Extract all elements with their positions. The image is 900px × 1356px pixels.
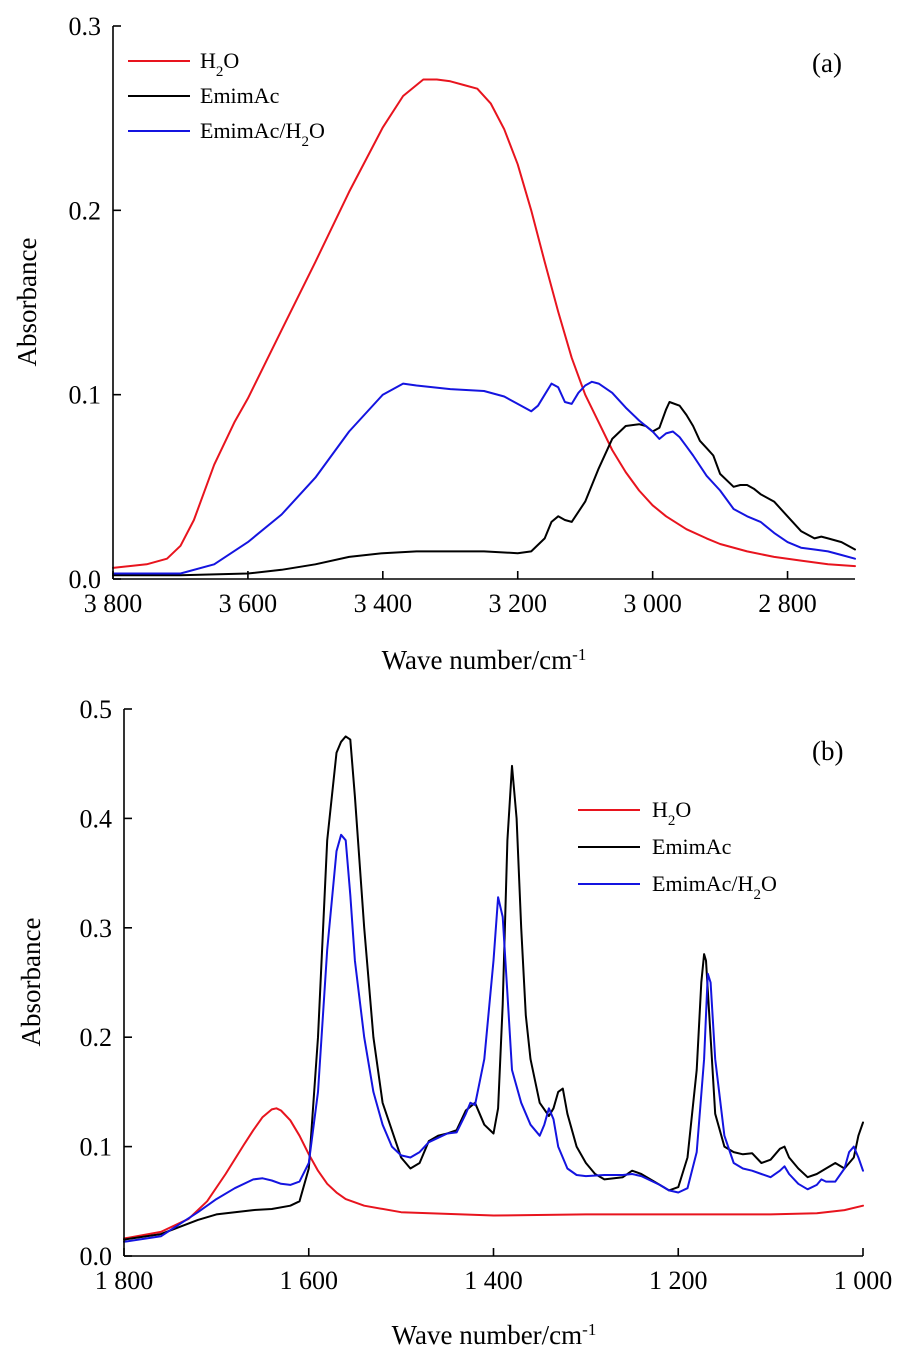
panel-a-x-tick-label: 3 400: [354, 589, 413, 618]
panel-a-ticks: 3 800 3 600 3 400 3 200 3 000 2 800 0.0 0.1 0.2 0…: [69, 12, 817, 618]
panel-a-legend: H2O EmimAc EmimAc/H2O: [128, 48, 325, 150]
panel-b-label: (b): [812, 736, 843, 766]
panel-b-y-tick-label: 0.4: [80, 804, 113, 833]
panel-b: 1 800 1 600 1 400 1 200 1 000 0.0 0.1 0.2 0.3 0.4…: [16, 695, 892, 1350]
panel-b-legend-label-emimac-h2o: EmimAc/H2O: [652, 871, 777, 903]
panel-b-x-tick-label: 1 800: [95, 1266, 154, 1295]
panel-b-y-tick-label: 0.0: [80, 1242, 113, 1271]
panel-b-ylabel: Absorbance: [16, 918, 46, 1047]
panel-a-series-emimac-h2o: [112, 380, 856, 575]
panel-a-legend-label-emimac-h2o: EmimAc/H2O: [200, 118, 325, 150]
panel-b-y-tick-label: 0.3: [80, 914, 113, 943]
panel-b-xlabel-sup: -1: [582, 1320, 596, 1339]
panel-a-x-tick-label: 3 800: [84, 589, 143, 618]
panel-a-xlabel-text: Wave number/cm: [382, 645, 573, 675]
panel-b-legend: H2O EmimAc EmimAc/H2O: [578, 797, 777, 903]
panel-a-x-tick-label: 3 000: [623, 589, 682, 618]
panel-a-xlabel-sup: -1: [572, 645, 586, 664]
panel-a-legend-label-h2o: H2O: [200, 48, 239, 80]
panel-b-y-tick-label: 0.1: [80, 1133, 113, 1162]
panel-b-x-tick-label: 1 000: [834, 1266, 893, 1295]
panel-b-x-tick-label: 1 200: [649, 1266, 708, 1295]
panel-a-ylabel: Absorbance: [12, 238, 42, 367]
panel-b-y-tick-label: 0.5: [80, 695, 113, 724]
panel-a: 3 800 3 600 3 400 3 200 3 000 2 800 0.0 0.1 0.2 0…: [12, 12, 856, 676]
panel-a-series-h2o: [112, 78, 856, 569]
panel-a-series-group: [112, 78, 856, 577]
panel-a-label: (a): [812, 48, 842, 78]
panel-b-xlabel: Wave number/cm-1: [392, 1320, 597, 1351]
panel-b-series-group: [123, 735, 864, 1243]
panel-a-axes: [112, 26, 855, 580]
panel-a-x-tick-label: 2 800: [758, 589, 817, 618]
panel-b-xlabel-text: Wave number/cm: [392, 1320, 583, 1350]
panel-a-xlabel: Wave number/cm-1: [382, 645, 587, 676]
panel-a-legend-label-emimac: EmimAc: [200, 83, 280, 108]
panel-b-y-tick-label: 0.2: [80, 1023, 113, 1052]
panel-b-x-tick-label: 1 600: [280, 1266, 339, 1295]
panel-b-legend-label-emimac: EmimAc: [652, 834, 732, 859]
panel-a-y-tick-label: 0.3: [69, 12, 102, 41]
panel-b-x-tick-label: 1 400: [464, 1266, 523, 1295]
panel-b-legend-label-h2o: H2O: [652, 797, 691, 829]
panel-b-ticks: 1 800 1 600 1 400 1 200 1 000 0.0 0.1 0.2 0.3 0.4…: [80, 695, 893, 1295]
panel-a-x-tick-label: 3 200: [488, 589, 547, 618]
panel-b-series-emimac-h2o: [123, 833, 864, 1243]
panel-a-y-tick-label: 0.2: [69, 196, 102, 225]
panel-a-x-tick-label: 3 600: [219, 589, 278, 618]
panel-a-y-tick-label: 0.1: [69, 381, 102, 410]
panel-b-series-emimac: [123, 735, 864, 1241]
panel-a-y-tick-label: 0.0: [69, 565, 102, 594]
